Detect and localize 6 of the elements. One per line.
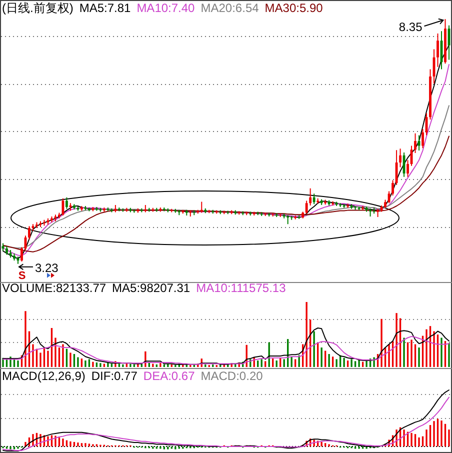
header: MACD(12,26,9) DIF:0.77 DEA:0.67 MACD:0.20 [2, 369, 263, 383]
header: VOLUME:82133.77 MA5:98207.31 MA10:111575.13 [2, 281, 286, 295]
header: (日线.前复权) MA5:7.81 MA10:7.40 MA20:6.54 MA30:5.90 [2, 1, 323, 15]
annotation: 8.35 [398, 20, 423, 34]
annotation: S [18, 270, 26, 282]
annotation: 3.23 [34, 260, 59, 275]
